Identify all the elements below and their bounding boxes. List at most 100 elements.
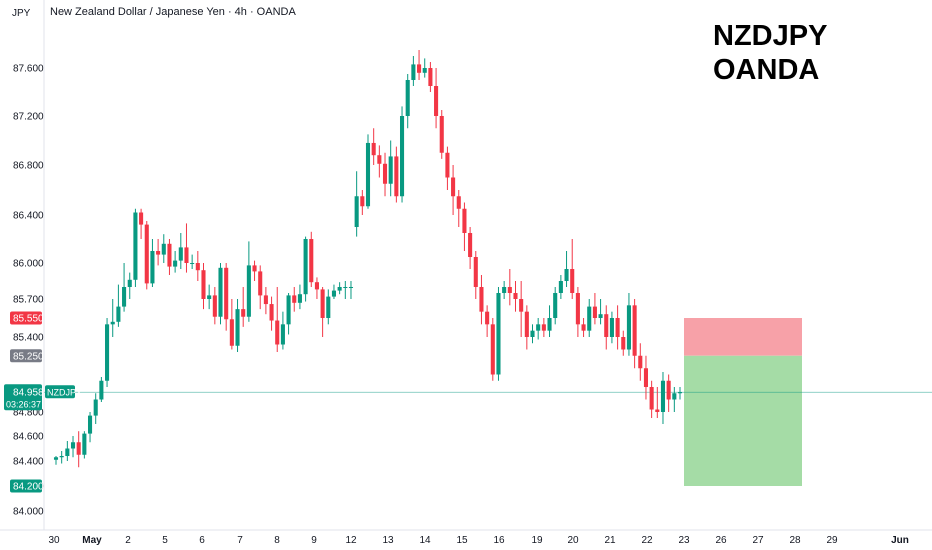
candle-body xyxy=(241,309,246,317)
candle-body xyxy=(314,282,319,290)
candle xyxy=(677,387,683,400)
candle xyxy=(224,263,229,331)
time-tick-label: 9 xyxy=(311,535,317,546)
chart-title: New Zealand Dollar / Japanese Yen · 4h ·… xyxy=(50,6,296,18)
candle xyxy=(122,263,127,312)
candle-body xyxy=(201,270,206,299)
candle xyxy=(626,293,631,356)
candle xyxy=(246,241,251,322)
candle xyxy=(365,134,371,209)
candle-body xyxy=(621,337,626,350)
candle-body xyxy=(405,80,410,116)
candle-body xyxy=(371,142,376,156)
candle xyxy=(184,223,189,273)
candle xyxy=(360,190,365,215)
candle xyxy=(133,208,138,287)
price-tick-label: 85.400 xyxy=(13,333,44,344)
candle xyxy=(218,263,223,325)
stop-loss-zone[interactable] xyxy=(684,318,802,356)
candle xyxy=(161,234,166,263)
time-tick-label: 6 xyxy=(199,535,205,546)
candle xyxy=(195,251,200,281)
candle-body xyxy=(235,309,240,346)
symbol-tag-label: NZDJPY xyxy=(47,387,82,397)
candle xyxy=(201,263,206,310)
candle xyxy=(638,343,643,381)
candle xyxy=(269,296,274,331)
candle xyxy=(388,140,393,197)
entry-price-tag xyxy=(10,349,42,363)
candle-body xyxy=(399,116,405,197)
candle-body xyxy=(331,290,337,297)
candle xyxy=(280,311,285,350)
candle-body xyxy=(218,267,223,317)
candle-body xyxy=(87,415,93,434)
candle xyxy=(456,190,461,227)
candle xyxy=(399,106,405,203)
candle-body xyxy=(286,295,291,325)
candle xyxy=(139,208,144,239)
candle xyxy=(292,287,297,312)
time-tick-label: May xyxy=(82,535,102,546)
candle-body xyxy=(178,247,183,261)
candle xyxy=(156,239,161,266)
candle-body xyxy=(411,64,416,80)
candle xyxy=(615,305,620,350)
candle-body xyxy=(473,257,478,287)
candle-body xyxy=(343,287,348,288)
candle xyxy=(592,293,597,325)
candle-body xyxy=(479,287,484,312)
candle-body xyxy=(360,196,365,207)
time-tick-label: 28 xyxy=(789,535,801,546)
stop-price-label: 85.550 xyxy=(13,314,44,325)
candle xyxy=(553,287,558,325)
candle xyxy=(116,284,121,327)
candle xyxy=(394,146,399,203)
candle xyxy=(530,324,535,344)
candle-body xyxy=(485,311,490,325)
candle xyxy=(150,239,155,287)
candle xyxy=(314,277,319,299)
candle-body xyxy=(547,318,552,331)
candle-body xyxy=(173,260,178,267)
candle xyxy=(127,272,132,299)
candle-body xyxy=(666,380,671,400)
price-tick-label: 87.600 xyxy=(13,64,44,75)
candle-body xyxy=(269,304,274,321)
symbol-tag xyxy=(45,385,75,399)
price-tick-label: 86.400 xyxy=(13,211,44,222)
candle xyxy=(570,239,575,299)
candle-body xyxy=(513,293,518,299)
current-price-tag xyxy=(4,384,42,411)
candle xyxy=(672,387,677,412)
price-axis-panel[interactable] xyxy=(0,0,44,550)
candle xyxy=(558,275,563,299)
candle xyxy=(609,311,614,344)
candle xyxy=(502,281,507,299)
candle-body xyxy=(110,321,115,325)
candle xyxy=(507,269,512,306)
candle-body xyxy=(592,306,597,318)
candle xyxy=(309,231,314,287)
candle xyxy=(536,318,541,340)
candle-body xyxy=(212,295,217,317)
price-tick-label: 86.800 xyxy=(13,161,44,172)
candle xyxy=(587,299,592,337)
candle-body xyxy=(105,324,110,381)
candle-body xyxy=(127,279,132,287)
candle xyxy=(70,436,76,458)
candle xyxy=(445,146,450,190)
candle-body xyxy=(422,68,427,73)
candle-body xyxy=(354,196,359,227)
candle xyxy=(354,171,359,237)
candle xyxy=(643,355,649,400)
candle xyxy=(405,74,410,129)
candle-body xyxy=(382,163,388,184)
take-profit-zone[interactable] xyxy=(684,355,802,486)
candle-body xyxy=(604,314,609,337)
candle-body xyxy=(655,409,660,412)
candle-body xyxy=(246,265,251,317)
candle-body xyxy=(326,296,331,318)
candle xyxy=(178,233,183,269)
